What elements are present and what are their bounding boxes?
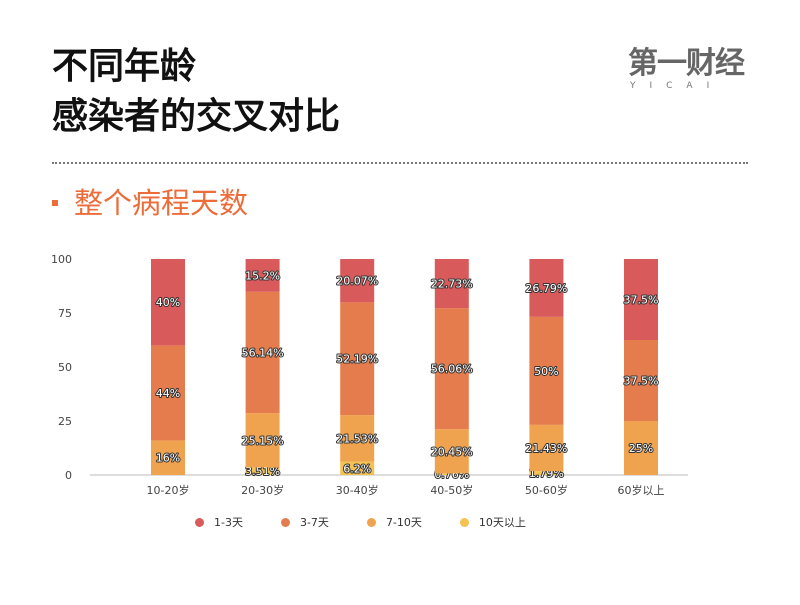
yicai-logo: 第一财经 YICAI — [628, 48, 750, 96]
data-label: 25.15% — [242, 434, 284, 447]
x-tick-label: 60岁以上 — [618, 483, 665, 497]
bar-segment — [529, 258, 564, 317]
data-label: 22.73% — [431, 278, 473, 291]
bar-segment — [340, 415, 375, 462]
bar-segment — [624, 259, 658, 340]
x-tick-label: 30-40岁 — [336, 483, 379, 497]
data-label: 40% — [156, 296, 180, 309]
data-label: 6.2% — [343, 462, 371, 475]
legend-swatch — [195, 517, 204, 527]
bar-segment — [151, 259, 185, 346]
bar-segment — [340, 302, 375, 416]
y-tick-label: 100 — [51, 253, 72, 266]
data-label: 56.06% — [431, 363, 473, 376]
data-label: 50% — [534, 365, 558, 378]
legend-item: 7-10天 — [366, 514, 422, 530]
bar-segment — [624, 340, 658, 421]
bar-segment — [151, 345, 185, 441]
bar-segment — [245, 467, 280, 475]
x-tick-label: 40-50岁 — [430, 483, 473, 497]
bar-segment — [529, 316, 564, 425]
legend-swatch — [366, 517, 376, 527]
data-label: 20.07% — [336, 275, 378, 288]
y-tick-label: 0 — [65, 469, 72, 482]
data-label: 3.51% — [245, 465, 280, 478]
bar-segment — [340, 259, 375, 303]
data-label: 16% — [156, 452, 180, 465]
legend-label: 3-7天 — [299, 516, 329, 529]
legend-item: 3-7天 — [280, 514, 329, 530]
dotted-divider — [52, 162, 748, 164]
bar-segment — [245, 413, 280, 468]
data-label: 37.5% — [624, 294, 659, 307]
bar-segment — [624, 421, 658, 475]
data-label: 20.45% — [431, 445, 473, 458]
legend-item: 10天以上 — [459, 514, 526, 530]
y-tick-label: 75 — [58, 307, 72, 320]
data-label: 21.43% — [525, 442, 567, 455]
logo-sub-text: YICAI — [630, 81, 724, 91]
page-title: 不同年龄 感染者的交叉对比 — [52, 42, 340, 142]
bar-segment — [434, 429, 469, 474]
legend-label: 7-10天 — [385, 516, 422, 529]
data-label: 56.14% — [242, 346, 284, 359]
data-label: 21.53% — [336, 432, 378, 445]
legend-swatch — [280, 517, 290, 527]
logo-main-text: 第一财经 — [628, 46, 745, 81]
legend-label: 10天以上 — [478, 516, 526, 529]
bullet-icon — [52, 200, 58, 206]
data-label: 37.5% — [624, 375, 659, 388]
x-tick-label: 20-30岁 — [241, 483, 284, 497]
bar-segment — [151, 440, 185, 475]
bar-segment — [529, 424, 564, 472]
x-tick-label: 10-20岁 — [147, 483, 190, 497]
data-label: 26.79% — [525, 282, 567, 295]
legend-label: 1-3天 — [214, 516, 243, 529]
legend-swatch — [459, 517, 469, 527]
bar-segment — [245, 259, 280, 292]
y-tick-label: 25 — [58, 415, 72, 428]
bar-segment — [434, 259, 469, 309]
x-tick-label: 50-60岁 — [525, 483, 568, 497]
chart-legend: 1-3天 3-7天 7-10天 10天以上 — [195, 514, 564, 530]
data-label: 15.2% — [245, 269, 280, 282]
bar-segment — [245, 291, 280, 414]
section-subtitle: 整个病程天数 — [52, 183, 248, 223]
y-tick-label: 50 — [58, 361, 72, 374]
data-label: 44% — [156, 387, 180, 400]
data-label: 52.19% — [336, 353, 378, 366]
bar-segment — [434, 308, 469, 430]
data-label: 25% — [629, 442, 653, 455]
subtitle-text: 整个病程天数 — [74, 186, 249, 220]
bar-segment — [529, 471, 564, 475]
legend-item: 1-3天 — [195, 514, 243, 530]
title-line-1: 不同年龄 — [52, 46, 197, 87]
bar-segment — [340, 461, 375, 475]
bar-segment — [434, 473, 469, 475]
title-line-2: 感染者的交叉对比 — [52, 96, 341, 137]
